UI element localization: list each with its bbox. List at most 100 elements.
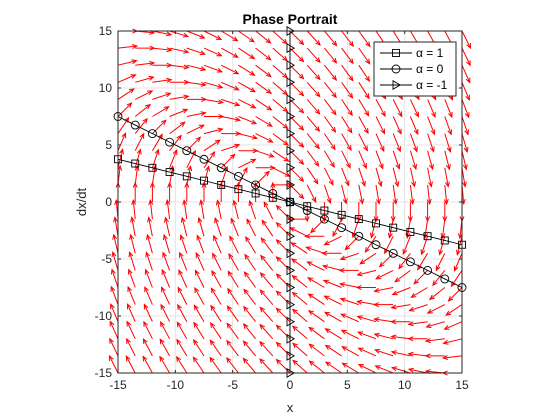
vector-arrow bbox=[394, 269, 411, 283]
vector-arrow bbox=[358, 150, 367, 170]
vector-arrow bbox=[228, 252, 239, 271]
series-point bbox=[182, 172, 191, 181]
vector-arrow bbox=[275, 204, 291, 220]
legend-marker bbox=[392, 49, 400, 57]
vector-arrow bbox=[126, 320, 136, 340]
vector-arrow bbox=[179, 251, 188, 271]
vector-arrow bbox=[341, 167, 350, 187]
vector-arrow bbox=[358, 99, 370, 117]
series-point bbox=[234, 185, 243, 194]
vector-arrow bbox=[306, 184, 317, 203]
x-tick-label: 0 bbox=[287, 378, 294, 392]
vector-arrow bbox=[221, 98, 241, 107]
vector-arrow bbox=[117, 88, 135, 100]
y-axis-label: dx/dt bbox=[74, 188, 89, 217]
vector-arrow bbox=[255, 64, 272, 78]
series-point bbox=[286, 316, 296, 327]
vector-arrow bbox=[461, 64, 471, 84]
vector-arrow bbox=[358, 30, 371, 48]
vector-arrow bbox=[259, 340, 274, 357]
vector-arrow bbox=[113, 216, 119, 237]
vector-arrow bbox=[193, 304, 205, 322]
vector-arrow bbox=[339, 252, 359, 261]
vector-arrow bbox=[255, 81, 273, 95]
vector-arrow bbox=[143, 320, 153, 340]
vector-arrow bbox=[356, 269, 377, 277]
vector-arrow bbox=[134, 148, 142, 168]
vector-arrow bbox=[289, 99, 305, 114]
vector-arrow bbox=[323, 116, 337, 133]
vector-arrow bbox=[238, 64, 256, 76]
vector-arrow bbox=[408, 304, 428, 312]
vector-arrow bbox=[243, 271, 257, 288]
vector-arrow bbox=[272, 182, 294, 188]
series-point bbox=[406, 227, 415, 236]
vector-arrow bbox=[390, 334, 411, 340]
series-point bbox=[423, 232, 432, 241]
vector-arrow bbox=[192, 356, 205, 374]
vector-arrow bbox=[134, 132, 145, 151]
vector-arrow bbox=[341, 116, 353, 134]
vector-arrow bbox=[409, 99, 419, 118]
vector-arrow bbox=[221, 116, 242, 122]
vector-arrow bbox=[203, 98, 224, 105]
vector-arrow bbox=[160, 320, 171, 340]
vector-arrow bbox=[375, 133, 385, 153]
vector-arrow bbox=[144, 286, 153, 305]
vector-arrow bbox=[177, 303, 188, 322]
vector-arrow bbox=[432, 270, 446, 287]
series-point bbox=[199, 154, 209, 164]
vector-arrow bbox=[211, 269, 222, 288]
vector-arrow bbox=[203, 64, 223, 73]
vector-arrow bbox=[409, 150, 418, 171]
vector-arrow bbox=[111, 250, 119, 271]
vector-arrow bbox=[272, 99, 289, 113]
series-point bbox=[286, 197, 296, 207]
vector-arrow bbox=[413, 270, 428, 285]
vector-arrow bbox=[372, 302, 394, 308]
vector-arrow bbox=[117, 102, 133, 117]
series-point bbox=[372, 219, 380, 228]
series-point bbox=[182, 146, 192, 156]
y-tick-label: 15 bbox=[99, 24, 113, 38]
vector-arrow bbox=[238, 98, 257, 109]
vector-arrow bbox=[453, 253, 463, 272]
legend-marker bbox=[391, 64, 401, 74]
series-point bbox=[286, 179, 296, 190]
vector-arrow bbox=[127, 268, 136, 288]
vector-arrow bbox=[259, 306, 274, 323]
vector-arrow bbox=[203, 165, 210, 186]
series-point bbox=[286, 162, 296, 173]
series-point bbox=[286, 231, 296, 242]
y-tick-label: 5 bbox=[105, 138, 112, 152]
vector-arrow bbox=[162, 233, 171, 254]
vector-arrow bbox=[180, 216, 188, 237]
vector-arrow bbox=[442, 202, 448, 223]
vector-arrow bbox=[193, 321, 205, 340]
vector-arrow bbox=[341, 64, 354, 82]
series-point bbox=[200, 176, 208, 185]
vector-arrow bbox=[306, 261, 325, 271]
vector-arrow bbox=[221, 81, 240, 91]
vector-arrow bbox=[275, 358, 291, 374]
vector-arrow bbox=[338, 282, 359, 288]
series-point bbox=[286, 333, 296, 344]
vector-arrow bbox=[306, 47, 321, 64]
vector-arrow bbox=[151, 133, 163, 151]
vector-arrow bbox=[306, 133, 320, 150]
vector-arrow bbox=[162, 251, 171, 271]
vector-arrow bbox=[193, 338, 205, 357]
vector-arrow bbox=[291, 325, 308, 340]
vector-arrow bbox=[443, 321, 463, 330]
vector-arrow bbox=[461, 82, 470, 101]
vector-arrow bbox=[186, 47, 206, 56]
vector-arrow bbox=[261, 219, 274, 237]
vector-arrow bbox=[194, 286, 205, 305]
legend-label: α = 0 bbox=[416, 62, 444, 76]
vector-arrow bbox=[427, 133, 435, 153]
vector-arrow bbox=[391, 366, 411, 374]
vector-arrow bbox=[407, 202, 413, 223]
vector-arrow bbox=[390, 304, 411, 310]
vector-arrow bbox=[306, 64, 321, 81]
vector-arrow bbox=[117, 148, 124, 168]
